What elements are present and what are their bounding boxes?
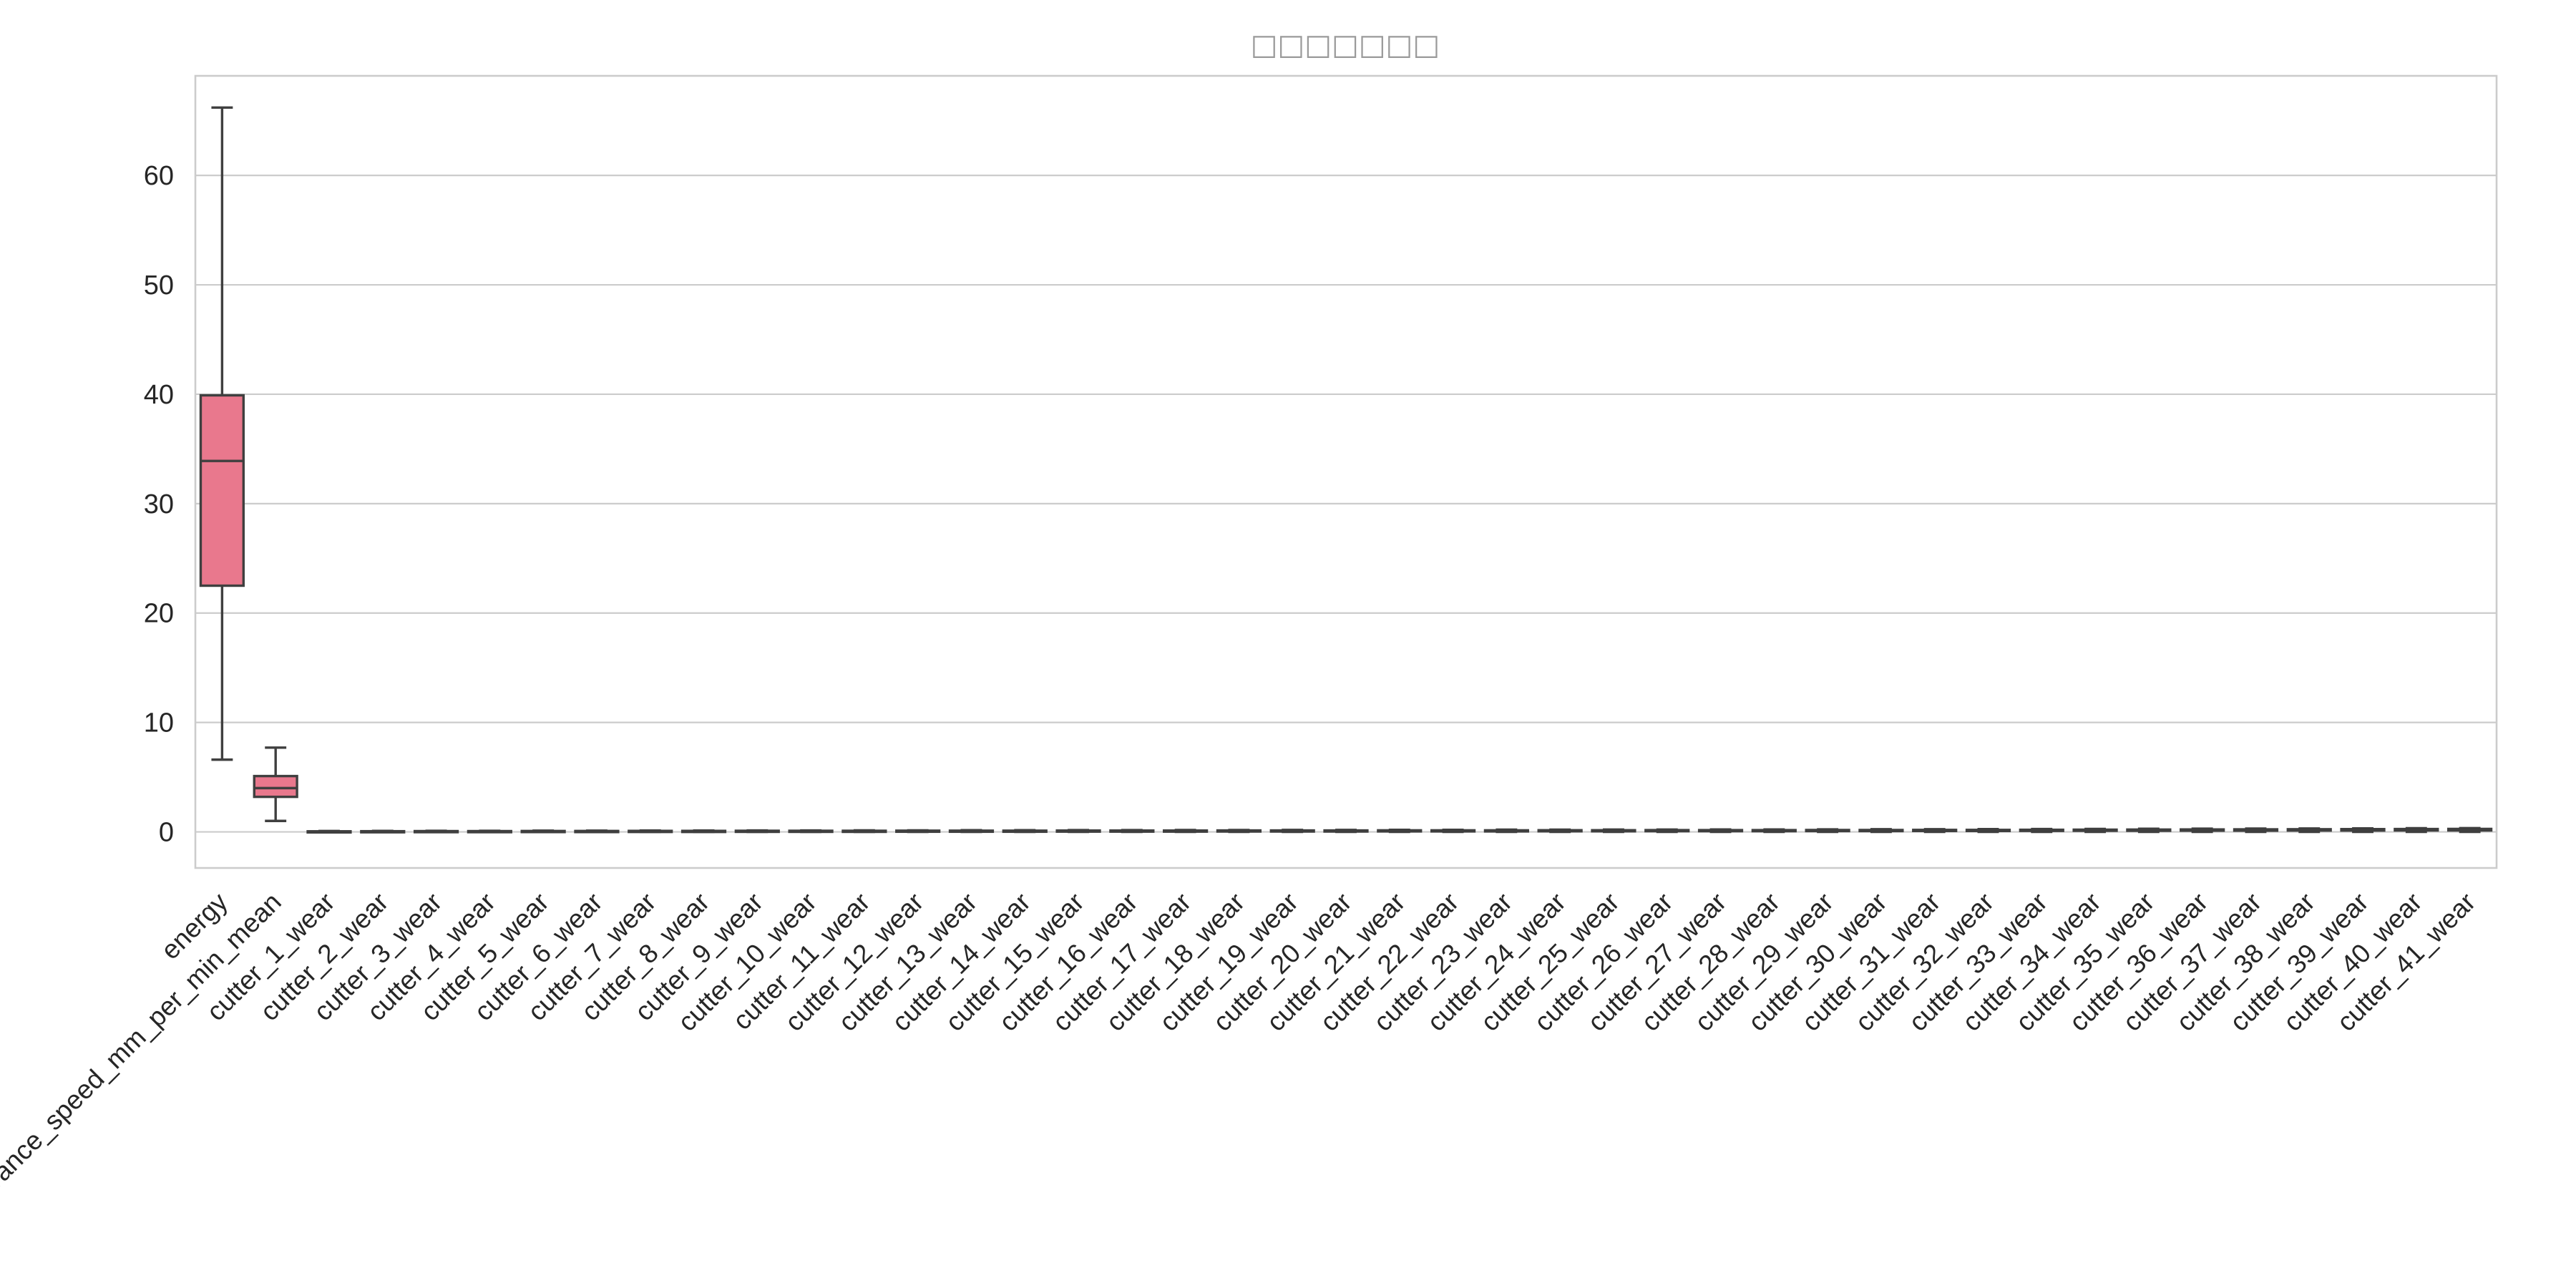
box-cutter_31_wear — [1912, 828, 1958, 834]
iqr-box — [253, 774, 298, 799]
box-cutter_36_wear — [2180, 827, 2225, 834]
box-cutter_7_wear — [628, 829, 673, 834]
box-cutter_12_wear — [895, 829, 941, 834]
box-cutter_16_wear — [1109, 829, 1155, 834]
box-cutter_1_wear — [306, 829, 352, 834]
box-cutter_41_wear — [2446, 826, 2493, 834]
box-cutter_26_wear — [1644, 828, 1690, 834]
box-cutter_20_wear — [1323, 829, 1369, 834]
box-cutter_25_wear — [1591, 828, 1636, 834]
boxes — [199, 106, 2493, 834]
iqr-box — [199, 394, 245, 587]
y-tick-label: 40 — [144, 380, 174, 410]
y-tick-label: 0 — [159, 818, 174, 848]
box-cutter_8_wear — [680, 829, 727, 834]
y-tick-label: 30 — [144, 489, 174, 519]
box-cutter_27_wear — [1697, 828, 1744, 834]
y-tick-label: 60 — [144, 161, 174, 191]
box-cutter_24_wear — [1537, 828, 1583, 834]
x-tick-label: advance_speed_mm_per_min_mean — [0, 887, 287, 1217]
box-cutter_6_wear — [574, 829, 620, 834]
box-cutter_11_wear — [841, 829, 887, 834]
box-cutter_37_wear — [2233, 827, 2279, 834]
box-cutter_38_wear — [2286, 827, 2332, 834]
box-cutter_4_wear — [467, 829, 512, 834]
box-cutter_35_wear — [2126, 827, 2172, 834]
box-cutter_18_wear — [1216, 829, 1262, 834]
box-cutter_5_wear — [520, 829, 566, 834]
box-cutter_21_wear — [1377, 828, 1423, 834]
box-advance_speed_mm_per_min_mean — [253, 746, 298, 822]
box-cutter_39_wear — [2340, 826, 2386, 834]
box-cutter_23_wear — [1483, 828, 1529, 834]
box-cutter_13_wear — [948, 829, 995, 834]
box-cutter_28_wear — [1751, 828, 1797, 834]
box-cutter_19_wear — [1269, 829, 1315, 834]
y-axis-ticks: 0 10 20 30 40 50 60 — [144, 161, 174, 847]
box-cutter_33_wear — [2019, 827, 2064, 834]
box-cutter_9_wear — [734, 829, 780, 834]
box-cutter_30_wear — [1858, 828, 1904, 834]
box-cutter_15_wear — [1055, 829, 1101, 834]
box-energy — [199, 106, 245, 761]
box-cutter_32_wear — [1965, 828, 2011, 834]
gridlines — [195, 175, 2497, 833]
y-tick-label: 10 — [144, 708, 174, 738]
x-axis-ticks: energyadvance_speed_mm_per_min_meancutte… — [0, 887, 2481, 1216]
box-cutter_14_wear — [1002, 829, 1048, 834]
box-cutter_22_wear — [1430, 828, 1476, 834]
box-cutter_34_wear — [2072, 827, 2118, 834]
y-tick-label: 20 — [144, 599, 174, 629]
chart-title: □□□□□□□ — [1251, 29, 1440, 62]
box-cutter_10_wear — [788, 829, 834, 834]
box-cutter_3_wear — [413, 829, 459, 834]
box-cutter_40_wear — [2394, 826, 2439, 834]
box-cutter_2_wear — [360, 829, 406, 834]
box-cutter_17_wear — [1163, 829, 1209, 834]
y-tick-label: 50 — [144, 270, 174, 301]
plot-frame — [194, 74, 2498, 869]
box-cutter_29_wear — [1805, 828, 1850, 834]
